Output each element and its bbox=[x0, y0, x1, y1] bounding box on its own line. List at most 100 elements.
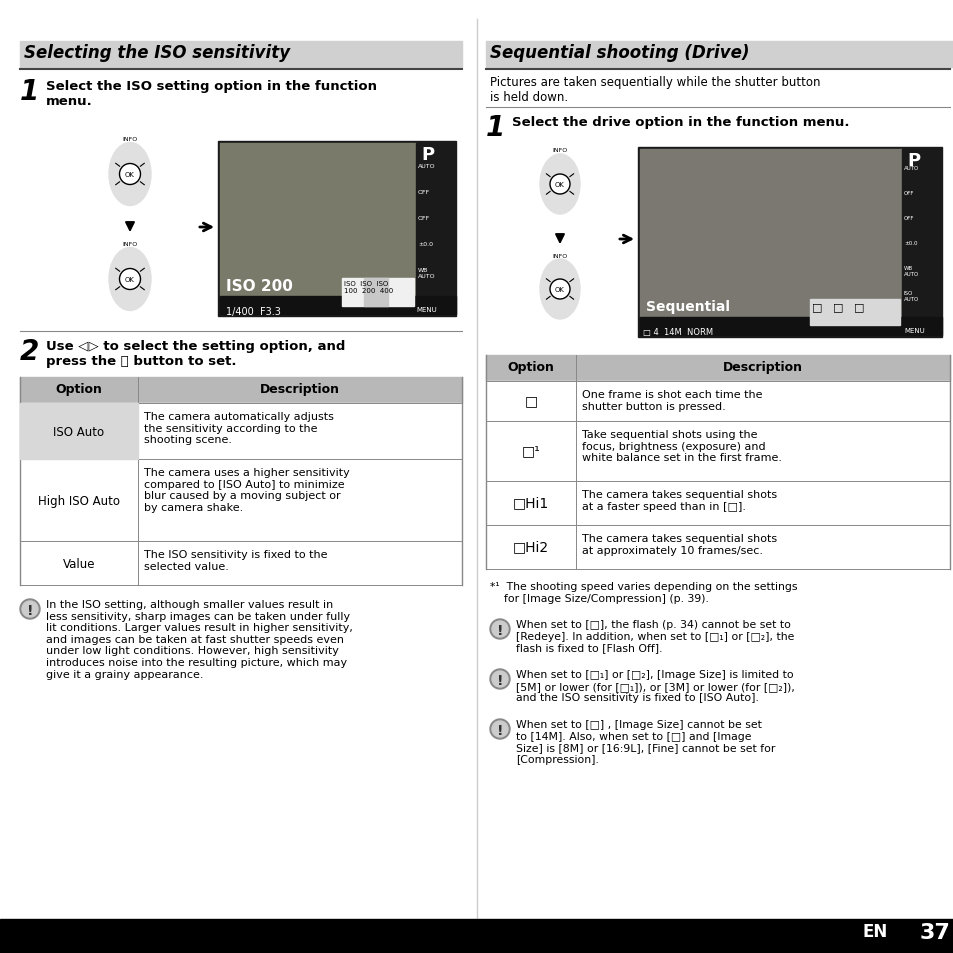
Bar bbox=[416, 144, 454, 296]
Text: □   □   □: □ □ □ bbox=[811, 302, 863, 312]
Text: ISO
AUTO: ISO AUTO bbox=[903, 291, 919, 301]
Ellipse shape bbox=[100, 132, 159, 216]
Ellipse shape bbox=[100, 237, 159, 322]
Circle shape bbox=[119, 164, 140, 185]
Circle shape bbox=[550, 280, 569, 299]
Bar bbox=[20, 403, 461, 459]
Text: !: ! bbox=[497, 723, 503, 738]
Bar bbox=[220, 144, 416, 296]
Ellipse shape bbox=[109, 143, 151, 206]
Text: Sequential: Sequential bbox=[645, 299, 729, 314]
Bar bbox=[341, 278, 414, 307]
Bar bbox=[639, 150, 901, 317]
Text: 2: 2 bbox=[20, 337, 39, 366]
Text: Select the drive option in the function menu.: Select the drive option in the function … bbox=[512, 116, 848, 129]
Text: □: □ bbox=[524, 394, 537, 408]
Text: Take sequential shots using the
focus, brightness (exposure) and
white balance s: Take sequential shots using the focus, b… bbox=[581, 430, 781, 463]
Text: Sequential shooting (Drive): Sequential shooting (Drive) bbox=[490, 44, 749, 62]
Text: OFF: OFF bbox=[417, 215, 430, 221]
Text: The ISO sensitivity is fixed to the
selected value.: The ISO sensitivity is fixed to the sele… bbox=[144, 550, 327, 571]
Text: One frame is shot each time the
shutter button is pressed.: One frame is shot each time the shutter … bbox=[581, 390, 761, 411]
Text: The camera takes sequential shots
at approximately 10 frames/sec.: The camera takes sequential shots at app… bbox=[581, 534, 777, 555]
Text: P: P bbox=[420, 146, 434, 164]
Circle shape bbox=[492, 671, 507, 687]
Text: OFF: OFF bbox=[417, 190, 430, 194]
Bar bbox=[20, 42, 461, 68]
Bar bbox=[220, 296, 456, 314]
Text: OFF: OFF bbox=[903, 191, 914, 195]
Text: When set to [□] , [Image Size] cannot be set
to [14M]. Also, when set to [□] and: When set to [□] , [Image Size] cannot be… bbox=[516, 720, 775, 764]
Bar bbox=[20, 403, 138, 459]
Text: AUTO: AUTO bbox=[903, 166, 919, 171]
Text: ISO 200: ISO 200 bbox=[226, 278, 293, 294]
Text: □Hi2: □Hi2 bbox=[513, 539, 549, 554]
Text: MENU: MENU bbox=[416, 307, 436, 313]
Bar bbox=[485, 42, 953, 68]
Text: Use ◁▷ to select the setting option, and
press the ⒪ button to set.: Use ◁▷ to select the setting option, and… bbox=[46, 339, 345, 368]
Bar bbox=[485, 421, 949, 481]
Text: 37: 37 bbox=[919, 923, 950, 942]
Text: Description: Description bbox=[722, 360, 802, 374]
Circle shape bbox=[490, 669, 510, 689]
Text: AUTO: AUTO bbox=[417, 164, 436, 169]
Text: 1/400  F3.3: 1/400 F3.3 bbox=[226, 307, 280, 316]
Text: *¹  The shooting speed varies depending on the settings
    for [Image Size/Comp: *¹ The shooting speed varies depending o… bbox=[490, 581, 797, 603]
Text: High ISO Auto: High ISO Auto bbox=[38, 495, 120, 507]
Bar bbox=[485, 481, 949, 525]
Text: WB
AUTO: WB AUTO bbox=[417, 268, 436, 278]
Text: INFO: INFO bbox=[122, 241, 137, 247]
Ellipse shape bbox=[539, 260, 579, 319]
Text: P: P bbox=[906, 152, 919, 170]
Bar bbox=[218, 142, 456, 316]
Bar bbox=[485, 381, 949, 421]
Circle shape bbox=[492, 721, 507, 738]
Text: The camera uses a higher sensitivity
compared to [ISO Auto] to minimize
blur cau: The camera uses a higher sensitivity com… bbox=[144, 468, 350, 513]
Bar bbox=[20, 377, 461, 403]
Circle shape bbox=[492, 621, 507, 638]
Text: Value: Value bbox=[63, 558, 95, 571]
Text: ±0.0: ±0.0 bbox=[903, 241, 917, 246]
Ellipse shape bbox=[109, 248, 151, 312]
Text: WB
AUTO: WB AUTO bbox=[903, 266, 919, 276]
Ellipse shape bbox=[539, 154, 579, 214]
Circle shape bbox=[550, 174, 569, 194]
Text: Option: Option bbox=[55, 382, 102, 395]
Ellipse shape bbox=[532, 145, 587, 225]
Text: !: ! bbox=[27, 603, 33, 618]
Ellipse shape bbox=[532, 250, 587, 330]
Bar bbox=[20, 541, 461, 585]
Text: INFO: INFO bbox=[552, 149, 567, 153]
Bar bbox=[809, 299, 899, 326]
Bar bbox=[638, 148, 941, 337]
Text: Selecting the ISO sensitivity: Selecting the ISO sensitivity bbox=[24, 44, 290, 62]
Text: EN: EN bbox=[862, 923, 887, 940]
Bar bbox=[364, 278, 388, 307]
Text: □¹: □¹ bbox=[521, 443, 539, 457]
Text: INFO: INFO bbox=[122, 136, 137, 142]
Text: □Hi1: □Hi1 bbox=[513, 496, 549, 510]
Text: The camera automatically adjusts
the sensitivity according to the
shooting scene: The camera automatically adjusts the sen… bbox=[144, 412, 334, 445]
Text: OK: OK bbox=[555, 287, 564, 293]
Circle shape bbox=[490, 720, 510, 740]
Text: OFF: OFF bbox=[903, 215, 914, 221]
Text: ISO  ISO  ISO
100  200  400: ISO ISO ISO 100 200 400 bbox=[344, 281, 393, 294]
Text: OK: OK bbox=[555, 182, 564, 188]
Text: Select the ISO setting option in the function
menu.: Select the ISO setting option in the fun… bbox=[46, 80, 376, 108]
Text: When set to [□₁] or [□₂], [Image Size] is limited to
[5M] or lower (for [□₁]), o: When set to [□₁] or [□₂], [Image Size] i… bbox=[516, 669, 794, 702]
Bar bbox=[485, 525, 949, 569]
Text: Description: Description bbox=[260, 382, 339, 395]
Circle shape bbox=[22, 601, 38, 618]
Text: In the ISO setting, although smaller values result in
less sensitivity, sharp im: In the ISO setting, although smaller val… bbox=[46, 599, 353, 679]
Text: MENU: MENU bbox=[903, 328, 923, 334]
Text: 1: 1 bbox=[485, 113, 505, 142]
Text: The camera takes sequential shots
at a faster speed than in [□].: The camera takes sequential shots at a f… bbox=[581, 490, 777, 511]
Text: ISO Auto: ISO Auto bbox=[53, 426, 105, 438]
Text: !: ! bbox=[497, 673, 503, 687]
Circle shape bbox=[20, 599, 40, 619]
Text: Option: Option bbox=[507, 360, 554, 374]
Text: □ 4  14M  NORM: □ 4 14M NORM bbox=[642, 328, 713, 336]
Text: ±0.0: ±0.0 bbox=[417, 242, 433, 247]
Text: INFO: INFO bbox=[552, 253, 567, 258]
Text: When set to [□], the flash (p. 34) cannot be set to
[Redeye]. In addition, when : When set to [□], the flash (p. 34) canno… bbox=[516, 619, 794, 653]
Bar bbox=[0, 919, 953, 953]
